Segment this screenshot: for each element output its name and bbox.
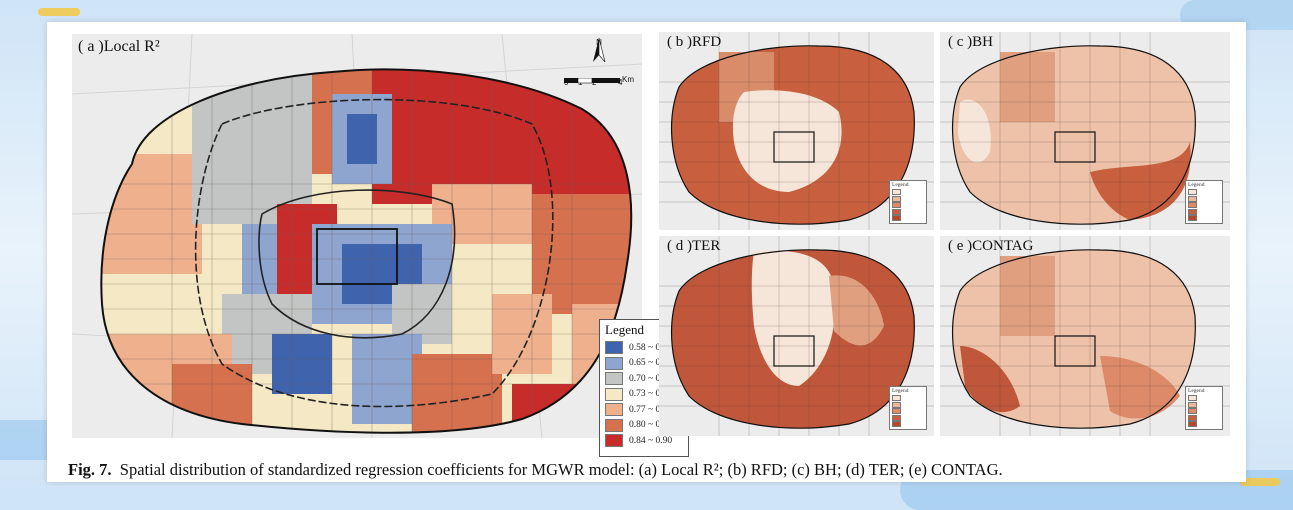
panel-c-title: ( c )BH bbox=[948, 34, 993, 50]
yellow-accent bbox=[38, 8, 80, 16]
choropleth-a bbox=[101, 69, 632, 433]
panel-a-title: ( a )Local R² bbox=[78, 38, 160, 55]
scale-unit: Km bbox=[622, 75, 634, 84]
legend-ter: Legend bbox=[889, 386, 927, 430]
legend-item: 0.58 ~ 0.64 bbox=[605, 340, 683, 356]
map-panel-e: ( e )CONTAG Legend bbox=[940, 236, 1230, 436]
yellow-accent bbox=[1240, 478, 1280, 486]
caption-label: Fig. 7. bbox=[68, 460, 112, 479]
legend-item: 0.84 ~ 0.90 bbox=[605, 433, 683, 449]
map-c-graphic bbox=[940, 32, 1230, 230]
map-e-graphic bbox=[940, 236, 1230, 436]
legend-title: Legend bbox=[605, 322, 644, 337]
map-panel-d: ( d )TER Legend bbox=[659, 236, 934, 436]
panel-d-title: ( d )TER bbox=[667, 238, 721, 254]
north-arrow-icon: N bbox=[592, 38, 606, 62]
legend-item: 0.77 ~ 0.79 bbox=[605, 402, 683, 418]
map-panel-c: ( c )BH Legend bbox=[940, 32, 1230, 230]
map-b-graphic bbox=[659, 32, 934, 230]
figure-card: ( a )Local R² N 0 1 2 4 Km Legend 0.58 ~… bbox=[47, 22, 1246, 482]
map-panel-a: ( a )Local R² N 0 1 2 4 Km bbox=[72, 34, 642, 438]
legend-rfd: Legend bbox=[889, 180, 927, 224]
legend-item: 0.65 ~ 0.69 bbox=[605, 356, 683, 372]
figure-caption: Fig. 7. Spatial distribution of standard… bbox=[68, 460, 1003, 480]
legend-item: 0.70 ~ 0.72 bbox=[605, 371, 683, 387]
legend-bh: Legend bbox=[1185, 180, 1223, 224]
road-grid-a bbox=[101, 69, 632, 433]
legend-item: 0.73 ~ 0.76 bbox=[605, 387, 683, 403]
scale-bar: 0 1 2 4 Km bbox=[564, 75, 634, 87]
panel-b-title: ( b )RFD bbox=[667, 34, 722, 50]
legend-item: 0.80 ~ 0.83 bbox=[605, 418, 683, 434]
scale-tick: 4 bbox=[618, 78, 623, 87]
panel-e-title: ( e )CONTAG bbox=[948, 238, 1034, 254]
map-a-graphic bbox=[72, 34, 642, 438]
map-panel-b: ( b )RFD Legend bbox=[659, 32, 934, 230]
caption-text: Spatial distribution of standardized reg… bbox=[119, 460, 1003, 479]
legend-contag: Legend bbox=[1185, 386, 1223, 430]
map-d-graphic bbox=[659, 236, 934, 436]
